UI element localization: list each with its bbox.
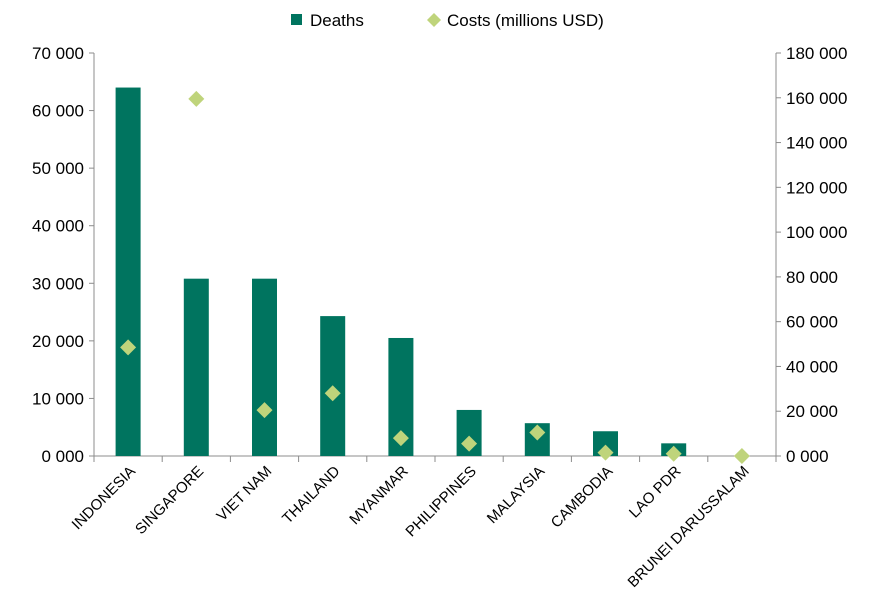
marker-costs: [665, 445, 682, 462]
left-tick-label: 0 000: [41, 447, 84, 466]
legend-label-deaths: Deaths: [310, 11, 364, 30]
category-label: CAMBODIA: [548, 463, 617, 532]
category-label: MALAYSIA: [484, 463, 548, 527]
category-label: MYANMAR: [346, 463, 412, 529]
right-tick-label: 160 000: [786, 89, 847, 108]
marker-costs: [733, 448, 750, 464]
left-tick-label: 20 000: [32, 332, 84, 351]
legend: Deaths Costs (millions USD): [291, 11, 604, 30]
category-label: PHILIPPINES: [402, 463, 479, 540]
left-tick-label: 50 000: [32, 159, 84, 178]
category-label: BRUNEI DARUSSALAM: [625, 463, 753, 591]
category-label: INDONESIA: [69, 463, 139, 533]
marker-costs: [529, 424, 546, 441]
right-tick-label: 180 000: [786, 44, 847, 63]
right-tick-label: 100 000: [786, 223, 847, 242]
category-label: LAO PDR: [626, 463, 685, 522]
right-tick-label: 60 000: [786, 313, 838, 332]
bar-deaths: [183, 278, 209, 456]
right-tick-label: 20 000: [786, 402, 838, 421]
bar-deaths: [252, 278, 277, 456]
bar-deaths: [115, 87, 141, 457]
cost-markers: [120, 90, 750, 464]
left-tick-label: 30 000: [32, 274, 84, 293]
marker-costs: [461, 435, 478, 452]
category-label: SINGAPORE: [132, 463, 207, 538]
left-tick-label: 10 000: [32, 389, 84, 408]
marker-costs: [256, 402, 273, 419]
left-tick-label: 60 000: [32, 102, 84, 121]
left-tick-label: 70 000: [32, 44, 84, 63]
marker-costs: [188, 90, 205, 107]
marker-costs: [597, 444, 614, 461]
marker-costs: [120, 339, 137, 356]
right-tick-label: 120 000: [786, 178, 847, 197]
category-label: THAILAND: [279, 463, 344, 528]
left-tick-label: 40 000: [32, 217, 84, 236]
legend-swatch-costs: [427, 13, 441, 27]
legend-label-costs: Costs (millions USD): [447, 11, 604, 30]
right-tick-label: 0 000: [786, 447, 829, 466]
left-axis-ticks: 0 000 10 000 20 000 30 000 40 000 50 000 60 00…: [32, 44, 94, 466]
legend-swatch-deaths: [291, 14, 302, 25]
right-tick-label: 80 000: [786, 268, 838, 287]
marker-costs: [392, 430, 409, 447]
right-tick-label: 140 000: [786, 134, 847, 153]
marker-costs: [324, 385, 341, 402]
category-label: VIET NAM: [213, 463, 275, 525]
bars: [115, 87, 687, 457]
right-tick-label: 40 000: [786, 357, 838, 376]
right-axis-ticks: 0 000 20 000 40 000 60 000 80 000 100 000 120 …: [776, 44, 847, 466]
